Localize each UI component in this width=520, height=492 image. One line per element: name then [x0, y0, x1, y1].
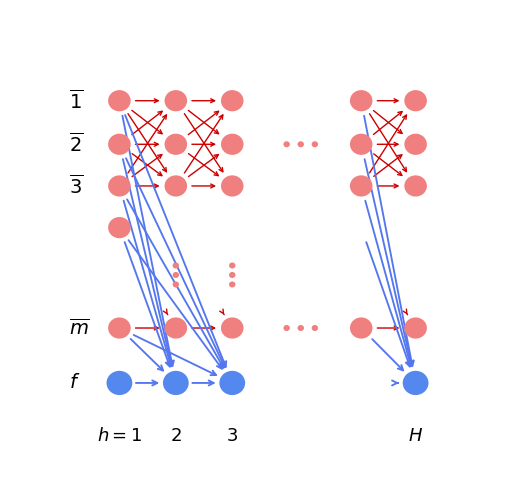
- Text: $\overline{m}$: $\overline{m}$: [69, 318, 90, 338]
- Circle shape: [221, 90, 243, 111]
- Circle shape: [311, 141, 318, 147]
- Circle shape: [350, 317, 372, 338]
- Text: $\overline{3}$: $\overline{3}$: [69, 174, 83, 198]
- Circle shape: [107, 371, 132, 395]
- Circle shape: [221, 175, 243, 197]
- Circle shape: [164, 175, 187, 197]
- Circle shape: [405, 175, 427, 197]
- Circle shape: [164, 317, 187, 338]
- Circle shape: [405, 317, 427, 338]
- Circle shape: [229, 281, 236, 287]
- Circle shape: [283, 141, 290, 147]
- Circle shape: [350, 175, 372, 197]
- Text: $2$: $2$: [170, 427, 181, 444]
- Text: $H$: $H$: [408, 427, 423, 444]
- Text: $3$: $3$: [226, 427, 238, 444]
- Circle shape: [405, 90, 427, 111]
- Circle shape: [229, 272, 236, 278]
- Circle shape: [164, 134, 187, 155]
- Circle shape: [173, 262, 179, 269]
- Circle shape: [164, 90, 187, 111]
- Text: $\overline{1}$: $\overline{1}$: [69, 89, 83, 113]
- Circle shape: [350, 134, 372, 155]
- Text: $f$: $f$: [69, 373, 81, 393]
- Circle shape: [229, 262, 236, 269]
- Circle shape: [221, 317, 243, 338]
- Circle shape: [163, 371, 189, 395]
- Circle shape: [283, 325, 290, 331]
- Circle shape: [350, 90, 372, 111]
- Circle shape: [173, 272, 179, 278]
- Circle shape: [108, 90, 131, 111]
- Circle shape: [221, 134, 243, 155]
- Circle shape: [405, 134, 427, 155]
- Circle shape: [173, 281, 179, 287]
- Circle shape: [108, 134, 131, 155]
- Circle shape: [311, 325, 318, 331]
- Circle shape: [402, 371, 428, 395]
- Circle shape: [297, 141, 304, 147]
- Circle shape: [219, 371, 245, 395]
- Text: $h=1$: $h=1$: [97, 427, 142, 444]
- Text: $\overline{2}$: $\overline{2}$: [69, 132, 83, 156]
- Circle shape: [108, 317, 131, 338]
- Circle shape: [108, 217, 131, 238]
- Circle shape: [108, 175, 131, 197]
- Circle shape: [297, 325, 304, 331]
